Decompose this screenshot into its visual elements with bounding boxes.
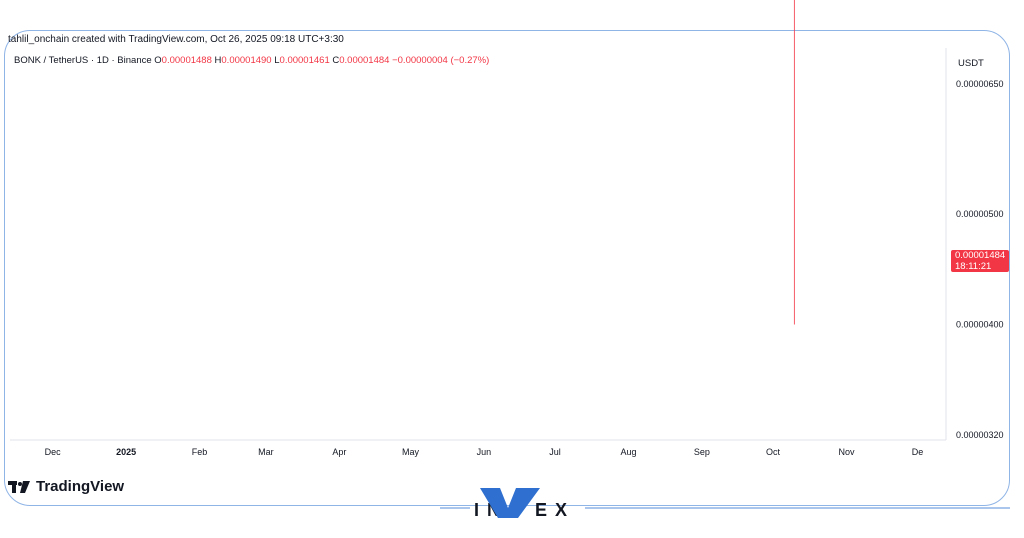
last-price-value: 0.00001484	[955, 250, 1006, 261]
price-tick-label: 0.00000500	[956, 209, 1004, 219]
time-tick-label: Oct	[766, 447, 781, 457]
invex-text-right: EX	[535, 500, 575, 520]
last-price-badge: 0.00001484 18:11:21	[951, 250, 1009, 272]
change-value: −0.00000004 (−0.27%)	[392, 55, 490, 66]
time-tick-label: De	[912, 447, 924, 457]
symbol-name[interactable]: BONK / TetherUS · 1D · Binance	[14, 55, 152, 66]
time-tick-label: May	[402, 447, 420, 457]
time-tick-label: Feb	[192, 447, 208, 457]
high-value: 0.00001490	[221, 55, 272, 66]
invex-logo: IN EX	[440, 488, 1010, 520]
time-tick-label: Mar	[258, 447, 274, 457]
symbol-ohlc-line: BONK / TetherUS · 1D · Binance O0.000014…	[14, 55, 489, 66]
open-value: 0.00001488	[161, 55, 212, 66]
price-tick-label: 0.00000650	[956, 79, 1004, 89]
time-axis: Dec 2025 Feb Mar Apr May Jun Jul Aug Sep Oct Nov De	[45, 447, 924, 457]
low-label: L	[274, 55, 280, 66]
time-tick-label: Jun	[477, 447, 492, 457]
open-label: O	[154, 55, 162, 66]
time-tick-label: Sep	[694, 447, 710, 457]
price-axis: 0.000065000.000050000.000040000.00003000…	[956, 79, 1004, 440]
time-tick-label: Jul	[549, 447, 561, 457]
time-tick-label: 2025	[116, 447, 136, 457]
invex-v-icon	[480, 488, 540, 518]
tradingview-mark-icon	[8, 480, 30, 493]
time-tick-label: Nov	[838, 447, 855, 457]
close-value: 0.00001484	[339, 55, 390, 66]
price-tick-label: 0.00000320	[956, 430, 1004, 440]
tradingview-logo: TradingView	[8, 478, 124, 495]
tradingview-wordmark: TradingView	[36, 478, 125, 495]
author-line: tahlil_onchain created with TradingView.…	[8, 34, 344, 45]
price-tick-label: 0.00000400	[956, 319, 1004, 329]
time-tick-label: Apr	[332, 447, 346, 457]
low-value: 0.00001461	[279, 55, 330, 66]
countdown-timer: 18:11:21	[955, 261, 992, 272]
currency-label[interactable]: USDT	[958, 58, 984, 69]
time-tick-label: Dec	[45, 447, 62, 457]
close-label: C	[332, 55, 340, 66]
candlesticks	[793, 0, 795, 325]
time-tick-label: Aug	[620, 447, 636, 457]
high-label: H	[214, 55, 222, 66]
